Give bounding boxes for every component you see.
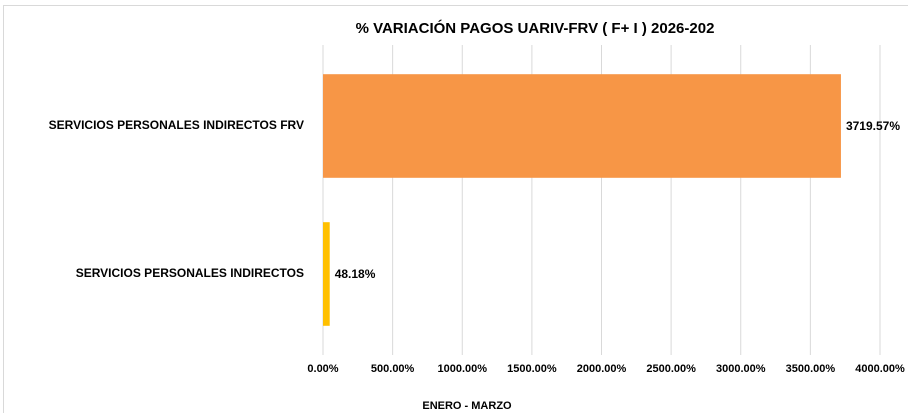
x-tick-label: 500.00% xyxy=(371,363,415,375)
x-tick-label: 3000.00% xyxy=(716,363,766,375)
x-tick-label: 3500.00% xyxy=(786,363,836,375)
data-label: 3719.57% xyxy=(846,119,900,133)
x-tick-label: 1500.00% xyxy=(507,363,557,375)
x-tick-label: 2500.00% xyxy=(646,363,696,375)
x-tick-label: 4000.00% xyxy=(855,363,905,375)
y-tick-label: SERVICIOS PERSONALES INDIRECTOS xyxy=(76,266,304,280)
chart-title: % VARIACIÓN PAGOS UARIV-FRV ( F+ I ) 202… xyxy=(356,19,715,37)
x-tick-label: 1000.00% xyxy=(437,363,487,375)
x-tick-label: 0.00% xyxy=(307,363,338,375)
bar xyxy=(323,74,841,178)
data-label: 48.18% xyxy=(335,267,376,281)
chart-border xyxy=(3,5,908,413)
x-axis-title: ENERO - MARZO xyxy=(422,400,512,412)
y-tick-label: SERVICIOS PERSONALES INDIRECTOS FRV xyxy=(49,118,304,132)
bar xyxy=(323,222,330,326)
x-tick-label: 2000.00% xyxy=(577,363,627,375)
